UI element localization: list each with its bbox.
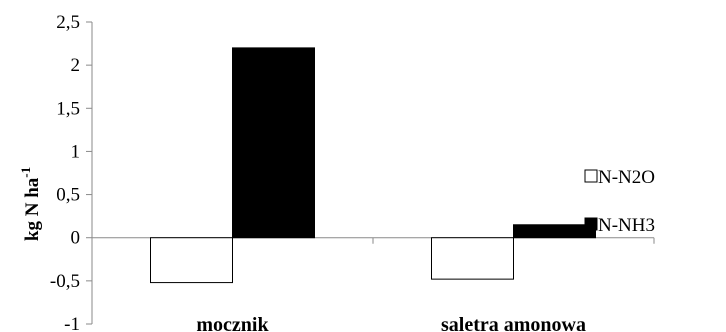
bar-n-n2o-1 bbox=[150, 237, 233, 284]
y-tick-label: 2 bbox=[71, 55, 81, 76]
y-axis: 2,5 2 1,5 1 0,5 0 -0,5 -1 bbox=[50, 12, 93, 332]
legend: N-N2O N-NH3 bbox=[584, 167, 655, 236]
legend-label-n-n2o: N-N2O bbox=[598, 167, 655, 188]
y-axis-label: kg N ha-1 bbox=[18, 167, 43, 241]
y-tick-label: 0,5 bbox=[56, 185, 80, 206]
y-axis-label-superscript: -1 bbox=[18, 167, 33, 178]
bar-n-nh3-1 bbox=[232, 47, 315, 239]
y-tick-label: 0 bbox=[71, 228, 81, 249]
y-tick-label: -0,5 bbox=[50, 271, 80, 292]
category-label: mocznik bbox=[196, 314, 269, 332]
legend-label-n-nh3: N-NH3 bbox=[598, 215, 655, 236]
y-tick-label: 1,5 bbox=[56, 98, 80, 119]
bar-n-n2o-2 bbox=[431, 237, 514, 280]
legend-swatch-n-nh3 bbox=[584, 217, 598, 231]
y-tick-label: 2,5 bbox=[56, 12, 80, 33]
category-labels: mocznik saletra amonowa bbox=[196, 314, 586, 332]
y-tick-label: -1 bbox=[64, 314, 80, 332]
category-label: saletra amonowa bbox=[441, 314, 586, 332]
y-axis-label-main: kg N ha bbox=[22, 177, 43, 241]
legend-swatch-n-n2o bbox=[584, 169, 598, 183]
bar-n-nh3-2 bbox=[513, 224, 596, 239]
bars bbox=[150, 47, 596, 284]
y-tick-label: 1 bbox=[71, 141, 81, 162]
